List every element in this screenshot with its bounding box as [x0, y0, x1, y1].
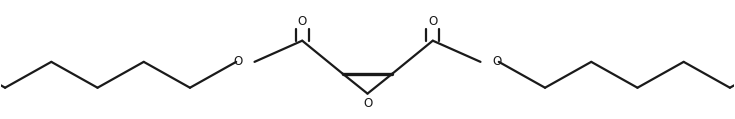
- Text: O: O: [298, 15, 306, 28]
- Text: O: O: [492, 55, 501, 68]
- Text: O: O: [363, 97, 372, 109]
- Text: O: O: [234, 55, 243, 68]
- Text: O: O: [429, 15, 437, 28]
